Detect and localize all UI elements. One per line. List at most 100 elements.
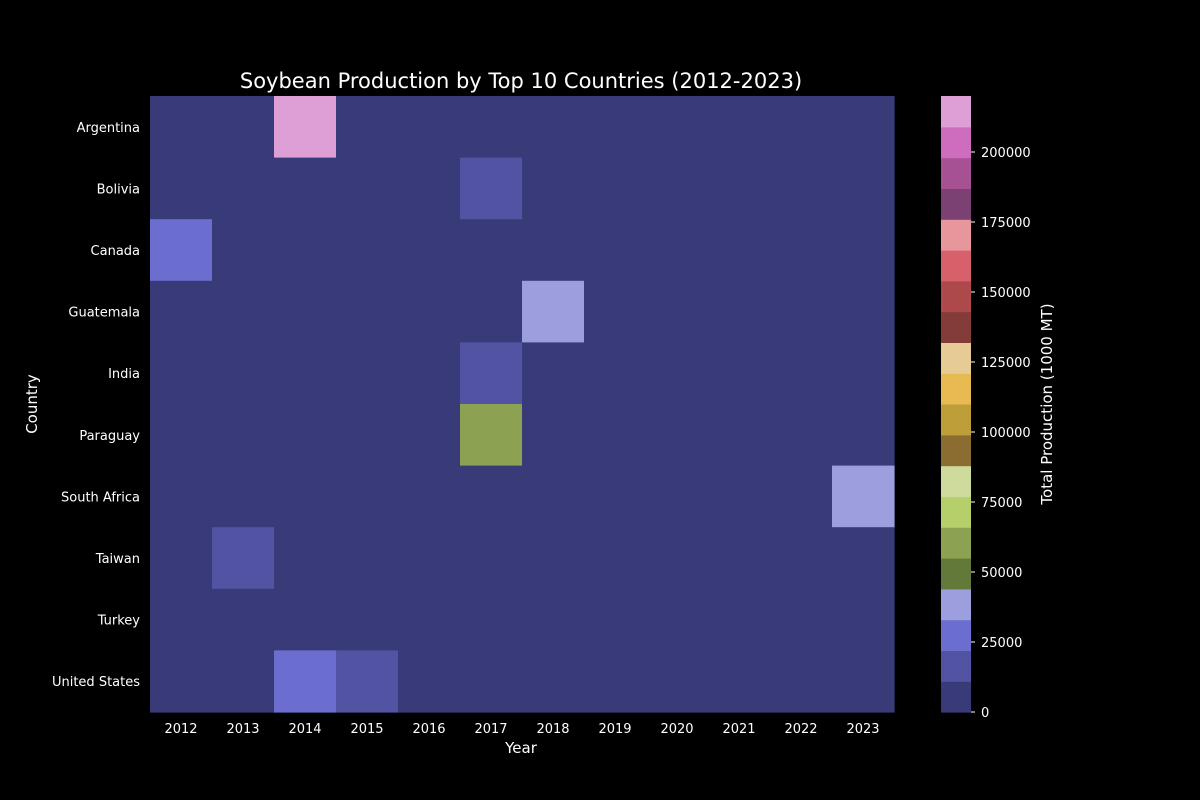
- x-axis-label: Year: [504, 739, 538, 757]
- heatmap-cell: [708, 650, 771, 713]
- heatmap-cell: [336, 465, 399, 528]
- heatmap-cell: [646, 219, 709, 282]
- y-tick-label: Turkey: [97, 614, 141, 629]
- heatmap-cell: [646, 650, 709, 713]
- heatmap-cell: [398, 342, 461, 405]
- heatmap-cell: [212, 465, 275, 528]
- heatmap-cell: [584, 96, 647, 159]
- y-tick-label: Paraguay: [79, 429, 140, 444]
- heatmap-cell: [708, 280, 771, 343]
- colorbar-segment: [941, 434, 971, 467]
- y-tick-label: Bolivia: [97, 182, 140, 197]
- heatmap-cell: [584, 157, 647, 220]
- heatmap-cell: [832, 588, 895, 651]
- colorbar-segment: [941, 311, 971, 343]
- heatmap-cell: [212, 588, 275, 651]
- heatmap-cell: [708, 219, 771, 282]
- x-tick-label: 2016: [412, 722, 445, 737]
- y-tick-label: United States: [52, 675, 140, 690]
- colorbar-segment: [941, 619, 971, 651]
- colorbar-tick-label: 125000: [981, 356, 1031, 371]
- heatmap-cell: [584, 650, 647, 713]
- heatmap-cell: [770, 280, 833, 343]
- heatmap-cell: [212, 404, 275, 467]
- heatmap-cell: [150, 219, 213, 282]
- heatmap-cell: [212, 342, 275, 405]
- heatmap-cell: [398, 219, 461, 282]
- y-tick-label: India: [108, 367, 140, 382]
- heatmap-cell: [770, 342, 833, 405]
- heatmap-cell: [398, 588, 461, 651]
- heatmap-cell: [150, 527, 213, 590]
- heatmap-cell: [212, 96, 275, 159]
- colorbar-label: Total Production (1000 MT): [1038, 303, 1056, 505]
- heatmap-cell: [584, 280, 647, 343]
- colorbar-segment: [941, 188, 971, 220]
- x-tick-label: 2023: [846, 722, 879, 737]
- heatmap-cell: [832, 465, 895, 528]
- heatmap-cell: [708, 527, 771, 590]
- heatmap-cell: [150, 280, 213, 343]
- heatmap-cell: [770, 465, 833, 528]
- x-tick-label: 2019: [598, 722, 631, 737]
- heatmap-cell: [770, 219, 833, 282]
- colorbar-tick-label: 150000: [981, 286, 1031, 301]
- heatmap-cell: [832, 157, 895, 220]
- heatmap-cell: [274, 588, 337, 651]
- heatmap-cell: [274, 465, 337, 528]
- heatmap-cell: [584, 527, 647, 590]
- heatmap-cell: [770, 96, 833, 159]
- colorbar-segment: [941, 342, 971, 374]
- heatmap-cell: [398, 96, 461, 159]
- x-tick-label: 2015: [350, 722, 383, 737]
- colorbar-tick-label: 100000: [981, 426, 1031, 441]
- heatmap-cell: [646, 96, 709, 159]
- heatmap-cell: [460, 527, 523, 590]
- heatmap-cell: [522, 465, 585, 528]
- heatmap-cell: [708, 588, 771, 651]
- heatmap-cell: [460, 157, 523, 220]
- colorbar-segment: [941, 157, 971, 189]
- heatmap-cell: [274, 157, 337, 220]
- heatmap-cell: [522, 527, 585, 590]
- heatmap-cell: [770, 650, 833, 713]
- heatmap-cell: [274, 650, 337, 713]
- heatmap-cell: [770, 404, 833, 467]
- heatmap-cell: [832, 342, 895, 405]
- y-tick-label: Canada: [91, 244, 140, 259]
- heatmap-cell: [770, 588, 833, 651]
- colorbar-segment: [941, 465, 971, 497]
- heatmap-cell: [274, 96, 337, 159]
- x-tick-label: 2020: [660, 722, 693, 737]
- y-tick-label: Taiwan: [95, 552, 140, 567]
- heatmap-cell: [522, 650, 585, 713]
- heatmap-cell: [646, 404, 709, 467]
- colorbar-segment: [941, 280, 971, 313]
- heatmap-cell: [336, 96, 399, 159]
- heatmap-cell: [708, 96, 771, 159]
- x-tick-label: 2021: [722, 722, 755, 737]
- heatmap-cell: [212, 280, 275, 343]
- colorbar-tick-label: 200000: [981, 146, 1031, 161]
- heatmap-cell: [150, 404, 213, 467]
- colorbar-ticks: 0 25000 50000 75000 100000 125000 150000 175000…: [971, 146, 1031, 721]
- heatmap-cell: [832, 527, 895, 590]
- heatmap-cell: [522, 157, 585, 220]
- heatmap-cell: [708, 465, 771, 528]
- heatmap-cell: [336, 650, 399, 713]
- colorbar-segment: [941, 681, 971, 713]
- heatmap-cell: [336, 219, 399, 282]
- heatmap-cell: [522, 404, 585, 467]
- heatmap-cell: [832, 650, 895, 713]
- colorbar-segment: [941, 96, 971, 128]
- colorbar-segment: [941, 373, 971, 405]
- y-tick-label: Guatemala: [68, 306, 140, 321]
- colorbar: [941, 96, 971, 713]
- heatmap-cell: [708, 404, 771, 467]
- heatmap-cell: [646, 280, 709, 343]
- heatmap-cell: [212, 527, 275, 590]
- x-tick-label: 2013: [226, 722, 259, 737]
- heatmap-cell: [522, 96, 585, 159]
- heatmap-cell: [150, 650, 213, 713]
